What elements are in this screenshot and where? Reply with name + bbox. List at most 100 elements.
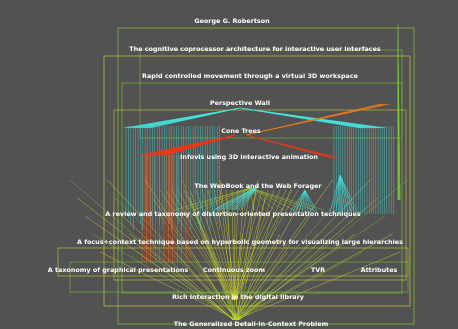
edge — [177, 189, 236, 301]
node-perspective-wall[interactable]: Perspective Wall — [210, 99, 270, 107]
edge — [137, 251, 236, 321]
edge — [335, 174, 341, 213]
edge — [236, 251, 363, 321]
edge — [77, 197, 235, 321]
edge-bundle-box — [113, 109, 407, 281]
edge — [329, 174, 341, 213]
edge — [159, 189, 233, 301]
edge — [235, 189, 245, 301]
edge — [249, 187, 315, 211]
node-cog-coprocessor[interactable]: The cognitive coprocessor architecture f… — [129, 45, 381, 53]
edge — [231, 189, 235, 301]
edge — [304, 189, 309, 213]
edge — [304, 189, 315, 213]
edge — [239, 107, 387, 129]
edge — [238, 251, 326, 321]
edge — [237, 185, 259, 211]
edge-bundle-box — [117, 27, 415, 325]
edge — [233, 197, 341, 321]
edge — [245, 103, 381, 136]
edge — [245, 134, 341, 159]
edge — [99, 251, 238, 321]
edge — [339, 174, 358, 213]
edge — [292, 189, 306, 213]
edge — [189, 189, 233, 301]
edge — [339, 174, 355, 213]
edge — [304, 189, 318, 213]
edge — [339, 174, 343, 213]
node-tvr[interactable]: TVR — [311, 266, 325, 274]
edge-layer-cyan — [123, 107, 394, 230]
edge — [233, 189, 263, 301]
edge — [249, 187, 305, 211]
edge — [234, 251, 401, 321]
edge — [237, 197, 266, 321]
edge — [233, 189, 293, 301]
edge — [183, 189, 237, 301]
edge — [182, 179, 235, 321]
edge — [238, 215, 273, 321]
edge — [219, 189, 233, 301]
edge — [231, 185, 259, 211]
edge — [232, 215, 386, 321]
node-layer: George G. Robertson The cognitive coproce… — [48, 17, 403, 328]
edge — [225, 189, 234, 301]
edge — [332, 174, 341, 213]
edge — [197, 215, 237, 321]
edge-layer-green — [57, 24, 415, 325]
edge — [235, 197, 303, 321]
edge — [203, 187, 251, 211]
edge — [212, 251, 239, 321]
edge — [339, 174, 346, 213]
node-focus-context-review[interactable]: A review and taxonomy of distortion-orie… — [105, 210, 361, 218]
edge — [231, 189, 251, 301]
edge — [232, 189, 287, 301]
edge — [171, 189, 235, 301]
edge — [238, 197, 378, 321]
edge — [122, 215, 234, 321]
edge — [236, 179, 258, 321]
node-rich-interaction[interactable]: Rich Interaction in the digital library — [172, 293, 305, 301]
node-generalized-fisheye[interactable]: The Generalized Detail-in-Context Proble… — [174, 320, 329, 328]
node-webbook[interactable]: The WebBook and the Web Forager — [194, 182, 322, 190]
edge — [232, 179, 333, 321]
edge — [232, 189, 257, 301]
node-taxonomy-graphical[interactable]: A taxonomy of graphical presentations — [48, 266, 189, 274]
edge-bundle-box — [69, 261, 409, 293]
edge — [397, 56, 401, 201]
edge — [213, 187, 251, 211]
edge — [298, 189, 306, 213]
edge — [301, 189, 306, 213]
node-cone-trees[interactable]: Cone Trees — [221, 127, 261, 135]
edge — [228, 185, 259, 211]
edge — [339, 174, 352, 213]
edge — [339, 174, 349, 213]
node-continuous-zoom[interactable]: Continuous zoom — [203, 266, 265, 274]
edge — [235, 179, 408, 321]
edge-bundle-box — [121, 82, 403, 294]
edge — [233, 215, 236, 321]
edge-layer-red — [139, 103, 391, 262]
node-robertson[interactable]: George G. Robertson — [194, 17, 270, 25]
edge — [173, 187, 251, 211]
edge — [234, 185, 259, 211]
edge — [234, 189, 269, 301]
node-rapid-movement[interactable]: Rapid controlled movement through a virt… — [142, 72, 359, 80]
edge — [234, 189, 239, 301]
edge — [193, 187, 251, 211]
edge — [295, 189, 306, 213]
edge-bundle-box — [103, 55, 411, 307]
node-info-3d[interactable]: Infovis using 3D interactive animation — [180, 153, 318, 161]
edge — [237, 179, 371, 321]
edge — [195, 189, 234, 301]
edge — [225, 185, 259, 211]
edge — [249, 187, 295, 211]
node-attributes[interactable]: Attributes — [361, 266, 398, 274]
edge — [289, 189, 306, 213]
node-hyperbolic[interactable]: A focus+context technique based on hyper… — [77, 238, 403, 246]
edge — [149, 107, 241, 129]
edge — [338, 174, 341, 213]
edge — [235, 189, 275, 301]
